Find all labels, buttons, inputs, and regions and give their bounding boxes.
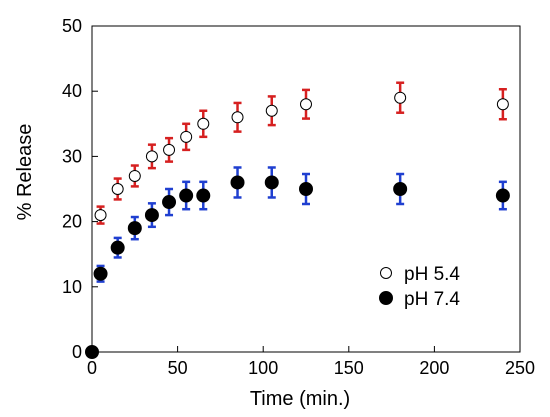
point-ph74 — [264, 175, 279, 190]
y-axis-ticks: 0 10 20 30 40 50 — [62, 16, 98, 362]
x-tick-label: 250 — [505, 358, 535, 378]
x-tick-label: 200 — [419, 358, 449, 378]
point-ph54 — [94, 209, 107, 222]
x-tick-label: 0 — [87, 358, 97, 378]
point-ph54 — [197, 117, 210, 130]
x-axis-label: Time (min.) — [250, 388, 350, 410]
point-ph74 — [144, 208, 159, 223]
point-ph54 — [300, 98, 312, 111]
point-ph74 — [85, 345, 99, 359]
y-tick-label: 20 — [62, 212, 82, 232]
plot-frame — [91, 25, 521, 353]
point-ph74 — [393, 182, 408, 196]
point-ph54 — [231, 111, 244, 124]
point-ph74 — [196, 188, 211, 203]
point-ph74 — [299, 182, 313, 196]
point-ph74 — [127, 221, 142, 236]
point-ph74 — [495, 188, 510, 203]
point-ph54 — [180, 130, 193, 143]
legend-label-ph74: pH 7.4 — [404, 289, 460, 310]
point-ph74 — [230, 175, 245, 190]
point-ph54 — [163, 143, 176, 156]
legend-marker-ph74 — [379, 291, 393, 305]
plot-border — [91, 25, 521, 353]
y-tick-label: 40 — [62, 81, 82, 101]
point-ph74 — [162, 195, 177, 210]
x-axis-ticks: 0 50 100 150 200 250 — [87, 346, 535, 378]
point-ph54 — [496, 98, 509, 111]
x-tick-label: 100 — [248, 358, 278, 378]
y-tick-label: 0 — [72, 342, 82, 362]
point-ph74 — [110, 240, 125, 255]
point-ph54 — [111, 183, 124, 195]
point-ph74 — [179, 188, 194, 203]
legend: pH 5.4 pH 7.4 — [379, 264, 460, 310]
point-ph74 — [93, 266, 108, 281]
legend-marker-ph54 — [380, 267, 392, 279]
point-ph54 — [265, 104, 278, 117]
point-ph54 — [394, 91, 407, 104]
point-ph54 — [145, 150, 158, 163]
y-tick-label: 30 — [62, 146, 82, 166]
y-tick-label: 50 — [62, 16, 82, 36]
data-markers — [85, 91, 510, 359]
x-tick-label: 150 — [334, 358, 364, 378]
point-ph54 — [128, 169, 141, 182]
y-axis-label: % Release — [14, 124, 36, 221]
legend-label-ph54: pH 5.4 — [404, 264, 460, 285]
y-tick-label: 10 — [62, 277, 82, 297]
x-tick-label: 50 — [168, 358, 188, 378]
